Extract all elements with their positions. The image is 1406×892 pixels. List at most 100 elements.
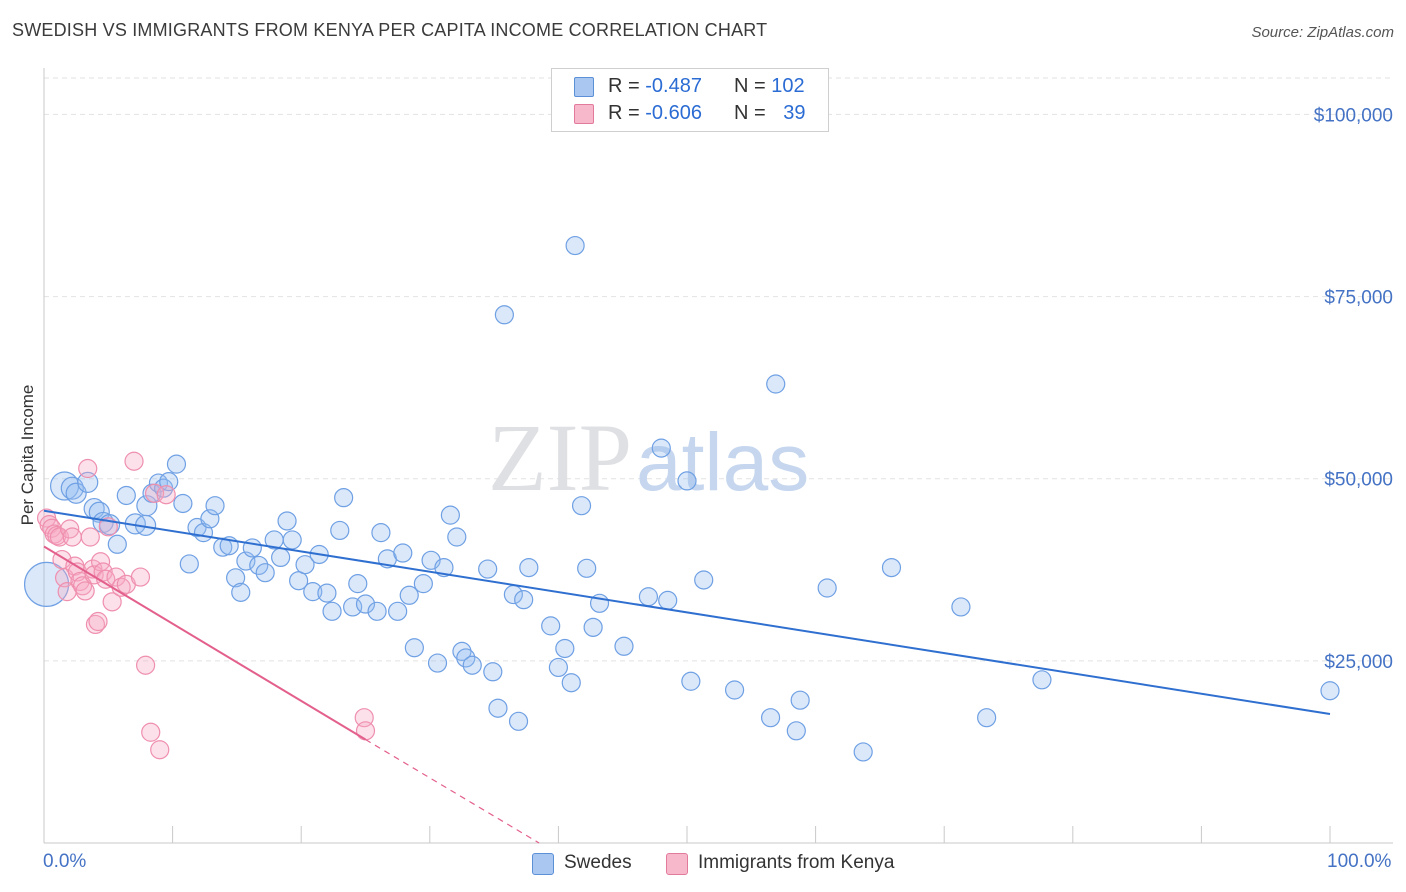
x-tick-max: 100.0% [1327,851,1392,872]
point-swedes [561,673,581,693]
point-swedes [853,742,873,762]
point-swedes [179,554,199,574]
point-swedes [1032,670,1052,690]
point-swedes [367,601,387,621]
point-swedes [447,527,467,547]
point-swedes [371,523,391,543]
point-kenya [39,515,59,535]
legend-n-value: 39 [783,102,806,124]
series-kenya [36,451,376,760]
point-kenya [156,485,176,505]
legend-n-label: N = [734,75,766,97]
point-swedes [514,590,534,610]
legend-r-label: R = [608,102,640,124]
point-swedes [462,655,482,675]
watermark-zip: ZIP [488,404,632,511]
trend-line-kenya [43,545,367,741]
point-kenya [85,614,106,635]
point-swedes [548,657,569,678]
point-swedes [116,485,136,506]
point-kenya [130,567,151,587]
trend-line-kenya-extension [365,739,540,844]
point-swedes [330,520,350,541]
grid-lines [44,77,1390,662]
point-swedes [488,698,508,718]
legend-label-kenya: Immigrants from Kenya [698,852,895,873]
point-swedes [413,574,433,594]
point-swedes [817,578,837,598]
point-swedes [271,547,291,568]
point-swedes [651,438,671,458]
legend-n-label: N = [734,102,766,124]
point-swedes [760,708,781,728]
point-kenya [150,740,170,760]
legend-swatch-kenya [574,104,594,124]
point-swedes [434,557,454,578]
point-swedes [1320,681,1340,701]
series-swedes [23,235,1340,762]
point-swedes [107,534,127,554]
point-swedes [77,471,99,493]
point-kenya [106,567,126,587]
point-kenya [124,451,144,471]
point-swedes [282,530,302,550]
correlation-legend: R = -0.487 N = 102 R = -0.606 N = 39 [551,68,829,132]
point-swedes [478,559,498,579]
point-swedes [23,561,70,607]
point-swedes [638,587,659,607]
axes [43,68,1393,844]
point-kenya [60,519,80,539]
point-swedes [231,582,251,602]
point-swedes [249,555,269,576]
point-kenya [62,527,82,547]
point-swedes [614,636,634,656]
point-swedes [303,582,323,602]
point-swedes [399,585,419,605]
point-swedes [681,671,701,691]
point-kenya [80,527,100,547]
point-swedes [565,235,585,256]
y-tick-label: $75,000 [1324,288,1393,309]
legend-r-value: -0.606 [645,102,702,124]
legend-swatch-kenya [666,853,688,875]
point-swedes [355,594,376,614]
point-kenya [102,592,122,612]
point-swedes [148,473,169,493]
point-swedes [577,558,597,578]
legend-swatch-swedes [574,77,594,97]
watermark: ZIP atlas [488,404,809,511]
point-swedes [519,557,539,578]
point-swedes [951,597,971,617]
trend-line-swedes [43,509,1331,716]
point-swedes [205,496,225,516]
point-swedes [541,616,561,636]
y-axis-label: Per Capita Income [18,384,37,526]
y-tick-label: $50,000 [1324,470,1393,491]
point-swedes [694,570,714,590]
y-tick-label: $100,000 [1314,105,1393,126]
point-swedes [322,601,342,621]
point-swedes [295,555,315,575]
point-swedes [658,590,678,610]
point-kenya [88,611,108,632]
point-swedes [255,563,275,583]
point-swedes [483,662,503,682]
point-swedes [226,568,246,588]
legend-r-label: R = [608,75,640,97]
x-tick-min: 0.0% [43,851,87,872]
point-swedes [790,690,810,710]
point-swedes [571,496,592,516]
point-kenya [135,655,156,675]
point-swedes [317,583,337,603]
legend-n-value: 102 [771,75,805,97]
point-kenya [355,721,376,741]
point-swedes [766,374,786,394]
point-swedes [65,482,87,504]
point-swedes [786,721,806,741]
point-swedes [388,601,408,621]
chart-source: Source: ZipAtlas.com [1251,24,1394,41]
point-swedes [277,511,297,531]
y-tick-labels: $25,000 $50,000 $75,000 $100,000 [1314,105,1393,672]
point-swedes [583,617,603,637]
point-swedes [494,305,514,325]
